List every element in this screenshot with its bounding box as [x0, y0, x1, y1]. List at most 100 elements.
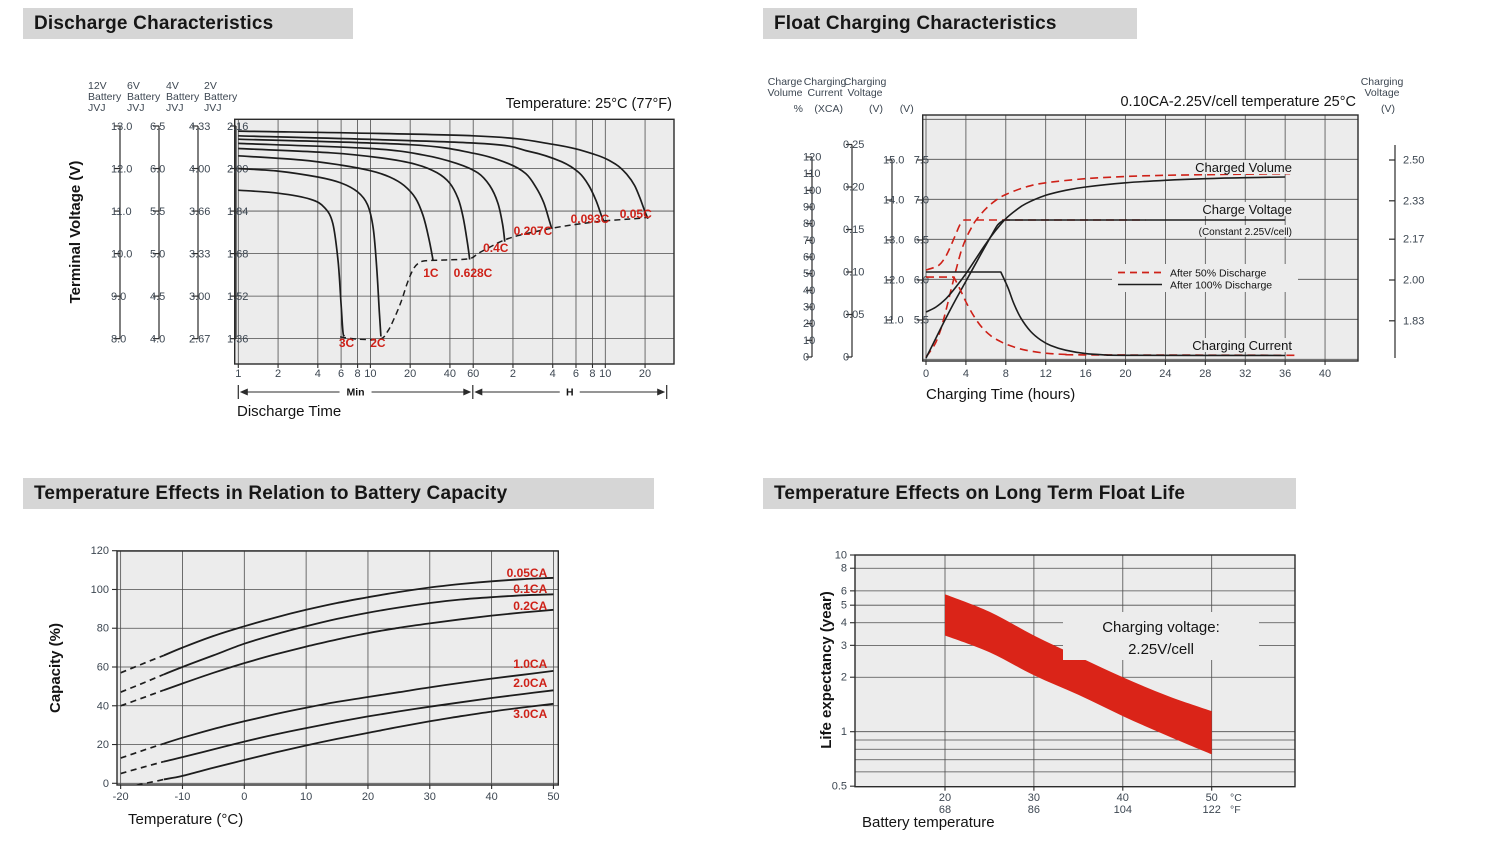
life-expectancy-band [945, 594, 1212, 755]
y-tick-label: 12.0 [111, 164, 132, 176]
y-tick-label: 7.0 [914, 195, 929, 207]
y-tick-label: 2.33 [1403, 195, 1424, 207]
rate-label: 0.05C [620, 207, 652, 221]
scale-unit: (V) [1381, 103, 1395, 115]
y-tick-label: 4.0 [150, 334, 165, 346]
y-tick-label: 2.67 [189, 334, 210, 346]
rate-label: 0.093C [571, 212, 610, 226]
plot-border [116, 550, 559, 786]
rate-label: 0.207C [514, 224, 553, 238]
scale-name: Voltage [847, 87, 882, 99]
y-tick-label: 2.50 [1403, 155, 1424, 167]
y-tick-label: 6 [841, 585, 847, 597]
y-tick-label: 1.36 [227, 334, 248, 346]
scale-name: 12V [88, 80, 107, 92]
rate-label: 0.1CA [513, 582, 547, 596]
series-dash-0.1CA [120, 673, 165, 693]
x-unit-celsius: °C [1230, 792, 1242, 804]
x-tick-label: 8 [589, 368, 595, 380]
y-tick-label: 14.0 [883, 195, 904, 207]
x-unit-fahrenheit: °F [1230, 804, 1241, 816]
y-tick-label: 1.52 [227, 291, 248, 303]
x-tick-label: 24 [1159, 368, 1171, 380]
y-tick-label: 1 [841, 726, 847, 738]
series-0.05C [238, 130, 649, 220]
y-tick-label: 0.10 [843, 267, 864, 279]
y-tick-label: 11.0 [883, 315, 904, 327]
y-tick-label: 110 [803, 168, 821, 180]
series-3.0CA [163, 702, 554, 781]
y-tick-label: 5 [841, 600, 847, 612]
y-tick-label: 4.5 [150, 291, 165, 303]
arrow-right-icon [463, 388, 472, 396]
y-tick-label: 3.66 [189, 206, 210, 218]
rate-label: 2.0CA [513, 676, 547, 690]
x-tick-label: 4 [550, 368, 556, 380]
x-tick-label-f: 122 [1203, 804, 1221, 816]
x-tick-label: 8 [355, 368, 361, 380]
series-1.0CA [163, 670, 554, 745]
x-tick-label: 8 [1003, 368, 1009, 380]
scale-name: JVJ [166, 102, 184, 114]
x-tick-label: 1 [235, 368, 241, 380]
float-series [925, 172, 1296, 359]
series-volume [925, 172, 1291, 358]
series-0.207C [238, 138, 553, 230]
rate-label: 3C [339, 336, 355, 350]
capacity-series [120, 576, 554, 785]
x-tick-label-f: 86 [1028, 804, 1040, 816]
series-2.0CA [163, 689, 554, 763]
scale-name: 4V [166, 80, 179, 92]
y-tick-label: 13.0 [883, 235, 904, 247]
legend-label: After 50% Discharge [1170, 268, 1266, 280]
y-tick-label: 0 [803, 352, 809, 364]
plot-border [922, 114, 1359, 362]
y-tick-label: 12.0 [883, 275, 904, 287]
series-dash-3.0CA [136, 778, 165, 785]
curve-label-voltage: Charge Voltage [1202, 202, 1292, 217]
y-tick-label: 70 [803, 235, 815, 247]
x-tick-label: 32 [1239, 368, 1251, 380]
y-tick-label: 5.5 [150, 206, 165, 218]
discharge-series [238, 130, 649, 341]
x-tick-label: 16 [1079, 368, 1091, 380]
x-tick-label: 0 [923, 368, 929, 380]
x-tick-label: 12 [1040, 368, 1052, 380]
x-tick-label: 0 [241, 791, 247, 803]
y-tick-label: 3.00 [189, 291, 210, 303]
y-tick-label: 0.20 [843, 182, 864, 194]
series-dash-2.0CA [120, 760, 165, 775]
y-tick-label: 120 [803, 151, 821, 163]
y-tick-label: 20 [803, 318, 815, 330]
scale-name: 2V [204, 80, 217, 92]
series-3C [238, 189, 346, 337]
header-float-life: Temperature Effects on Long Term Float L… [763, 478, 1296, 509]
rate-label: 0.4C [483, 241, 509, 255]
x-tick-label: 10 [364, 368, 376, 380]
scale-name: Battery [166, 91, 200, 103]
x-tick-label: 20 [362, 791, 374, 803]
plot-border [854, 554, 1296, 788]
scale-name: Current [807, 87, 842, 99]
y-tick-label: 5.5 [914, 315, 929, 327]
y-tick-label: 4.00 [189, 164, 210, 176]
label-bg [1186, 225, 1296, 237]
condition-note: 0.10CA-2.25V/cell temperature 25°C [1120, 94, 1356, 110]
y-tick-label: 120 [91, 545, 109, 557]
y-tick-label: 6.0 [150, 164, 165, 176]
scale-name: Charge [768, 76, 803, 88]
series-current [926, 276, 1296, 357]
x-tick-label: 50 [547, 791, 559, 803]
scale-name: JVJ [88, 102, 106, 114]
x-tick-label: 2 [510, 368, 516, 380]
y-tick-label: 2.00 [227, 164, 248, 176]
scale-unit: (V) [900, 103, 914, 115]
y-tick-label: 60 [803, 251, 815, 263]
y-tick-label: 0 [843, 352, 849, 364]
series-dash-0.05CA [120, 654, 165, 674]
header-title: Temperature Effects on Long Term Float L… [774, 483, 1186, 504]
label-bg [1198, 202, 1294, 216]
x-tick-label-c: 50 [1206, 792, 1218, 804]
x-tick-label: 20 [404, 368, 416, 380]
